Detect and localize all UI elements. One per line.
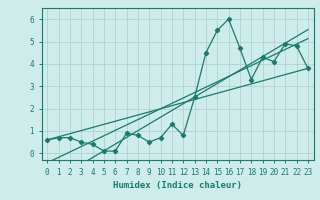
X-axis label: Humidex (Indice chaleur): Humidex (Indice chaleur) bbox=[113, 181, 242, 190]
